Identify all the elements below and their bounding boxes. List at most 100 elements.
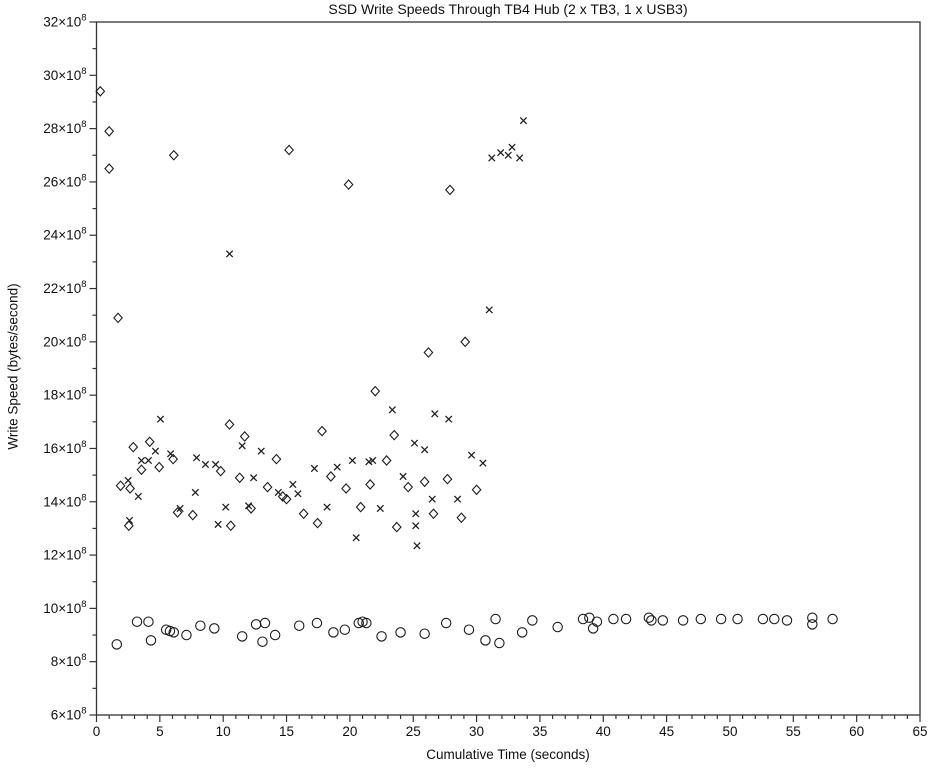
y-tick-label: 26×108: [43, 172, 86, 189]
cross-marker: [151, 447, 160, 455]
diamond-marker: [125, 483, 136, 494]
diamond-series: [95, 85, 482, 533]
x-tick-label: 30: [469, 724, 484, 739]
y-tick-label: 16×108: [43, 439, 86, 456]
x-tick-label: 55: [786, 724, 801, 739]
cross-stroke: [508, 143, 516, 151]
cross-marker: [497, 148, 505, 157]
circle-marker: [769, 613, 780, 625]
circle-marker: [715, 613, 727, 625]
cross-marker: [369, 456, 377, 465]
circle-marker: [195, 620, 206, 631]
cross-marker: [137, 456, 146, 465]
diamond-marker: [144, 436, 155, 448]
y-tick-label: 22×108: [43, 279, 86, 296]
diamond-marker: [123, 520, 134, 532]
circle-marker: [361, 617, 372, 629]
cross-stroke: [310, 464, 319, 473]
cross-marker: [348, 456, 357, 465]
cross-marker: [249, 474, 258, 482]
diamond-marker: [298, 508, 309, 520]
diamond-marker: [365, 479, 376, 490]
x-tick-label: 60: [849, 724, 864, 739]
diamond-marker: [136, 464, 147, 476]
cross-marker: [323, 503, 331, 511]
cross-marker: [225, 250, 234, 258]
diamond-marker: [215, 465, 226, 477]
cross-stroke: [519, 116, 528, 125]
circle-marker: [480, 635, 491, 646]
circle-marker: [328, 627, 339, 638]
diamond-marker: [341, 483, 352, 494]
cross-marker: [467, 451, 476, 459]
cross-stroke: [479, 459, 487, 467]
x-tick-label: 35: [532, 724, 547, 739]
diamond-marker: [312, 517, 323, 529]
circle-marker: [440, 617, 452, 629]
cross-marker: [274, 488, 282, 497]
circle-marker: [781, 615, 793, 626]
cross-stroke: [124, 476, 132, 485]
circle-marker: [516, 627, 528, 638]
cross-stroke: [125, 516, 134, 525]
cross-marker: [156, 415, 165, 423]
diamond-marker: [187, 509, 198, 521]
y-axis: 6×108 8×108 10×108 12×108 14×108 16×108 18×108…: [43, 13, 97, 723]
diamond-marker: [460, 336, 471, 348]
circle-marker: [552, 621, 563, 633]
cross-stroke: [428, 495, 436, 503]
cross-marker: [244, 502, 253, 510]
x-tick-label: 25: [406, 724, 421, 739]
circle-marker: [293, 620, 305, 631]
cross-marker: [516, 154, 524, 162]
circle-marker: [339, 624, 351, 635]
y-tick-label: 6×108: [51, 706, 87, 723]
diamond-marker: [113, 312, 123, 324]
circle-marker: [395, 627, 406, 638]
diamond-marker: [403, 481, 414, 493]
cross-marker: [413, 542, 421, 550]
cross-marker: [238, 442, 246, 450]
cross-marker: [201, 460, 210, 469]
cross-stroke: [516, 154, 524, 162]
cross-stroke: [323, 503, 331, 511]
cross-marker: [428, 495, 436, 503]
cross-marker: [508, 143, 516, 151]
diamond-marker: [445, 184, 455, 196]
cross-stroke: [156, 415, 165, 423]
circle-marker: [168, 627, 180, 638]
circle-marker: [807, 619, 818, 630]
cross-marker: [166, 450, 175, 458]
cross-marker: [192, 454, 201, 462]
cross-marker: [289, 480, 297, 489]
cross-stroke: [244, 502, 253, 510]
circle-marker: [695, 613, 707, 625]
diamond-marker: [104, 125, 115, 137]
cross-marker: [211, 460, 220, 469]
cross-stroke: [257, 447, 265, 455]
diamond-marker: [271, 453, 282, 465]
cross-stroke: [333, 463, 341, 471]
circle-marker: [259, 617, 271, 629]
cross-stroke: [399, 472, 407, 481]
circle-marker: [111, 639, 123, 650]
y-tick-label: 30×108: [43, 66, 86, 83]
circle-marker: [490, 613, 501, 625]
diamond-marker: [381, 455, 392, 466]
cross-marker: [294, 490, 302, 498]
cross-stroke: [249, 474, 258, 482]
y-tick-label: 12×108: [43, 546, 86, 563]
y-tick-label: 8×108: [51, 652, 87, 669]
circle-marker: [643, 612, 655, 623]
diamond-marker: [419, 476, 430, 488]
circle-marker: [209, 623, 220, 634]
circle-marker: [827, 613, 838, 625]
cross-marker: [134, 492, 142, 501]
diamond-marker: [317, 425, 327, 437]
diamond-marker: [343, 179, 354, 191]
circle-marker: [494, 637, 505, 649]
x-axis: 0 5 10 15 20 25 30 35 40 45 50 55 60 65: [93, 715, 928, 739]
cross-stroke: [467, 451, 476, 459]
cross-stroke: [504, 151, 512, 159]
